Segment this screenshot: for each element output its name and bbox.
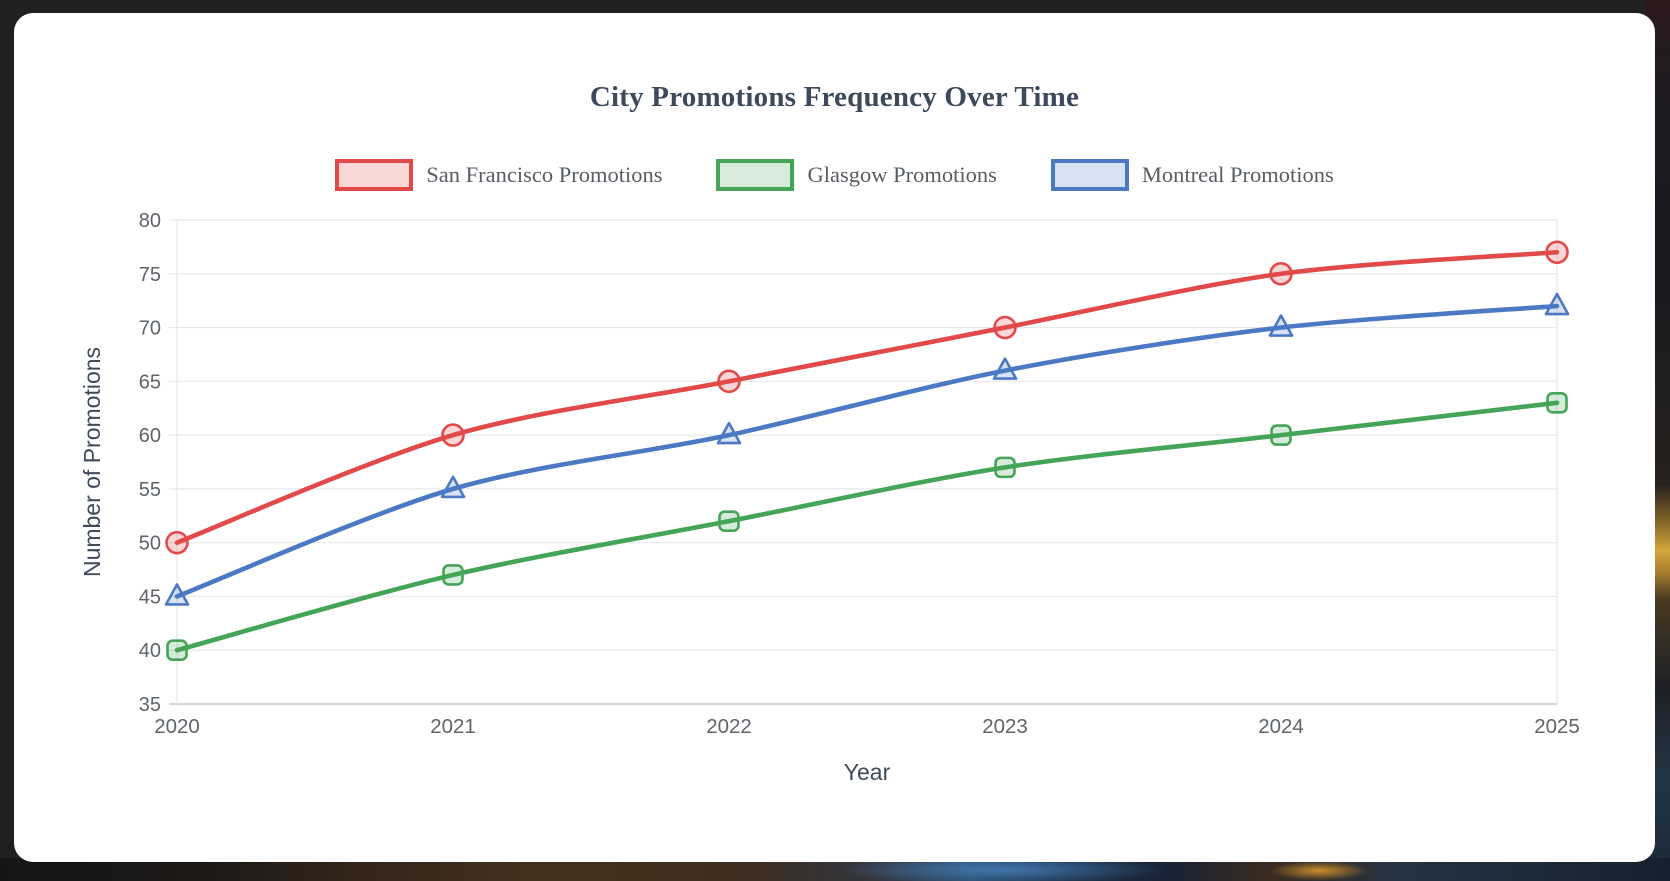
y-tick-label: 80 [139,210,161,232]
data-point-glasgow-promotions[interactable] [442,564,464,586]
legend-swatch-san-francisco [335,159,414,191]
data-point-montreal-promotions[interactable] [164,583,190,606]
x-tick-label: 2024 [1258,715,1304,738]
legend-item-san-francisco[interactable]: San Francisco Promotions [335,159,662,191]
data-point-montreal-promotions[interactable] [992,357,1018,380]
x-tick-label: 2021 [430,715,476,738]
data-point-san-francisco-promotions[interactable] [993,315,1017,340]
x-tick-label: 2025 [1534,715,1580,738]
x-tick-label: 2020 [154,715,200,738]
data-point-montreal-promotions[interactable] [716,421,742,445]
data-point-montreal-promotions[interactable] [1268,314,1294,337]
legend-item-montreal[interactable]: Montreal Promotions [1050,159,1334,191]
data-point-glasgow-promotions[interactable] [1546,392,1568,414]
y-tick-label: 60 [139,425,161,447]
y-tick-label: 75 [139,264,161,286]
x-tick-label: 2022 [706,715,752,738]
data-point-san-francisco-promotions[interactable] [441,423,465,447]
data-point-glasgow-promotions[interactable] [1270,424,1292,446]
data-point-montreal-promotions[interactable] [440,475,466,499]
y-tick-label: 55 [139,479,161,501]
series-line-glasgow-promotions[interactable] [174,400,1560,653]
line-chart: 35 40 45 50 55 60 65 70 75 80 2020 2021 2022 2023 2024… [79,210,1580,785]
x-axis-title: Year [844,759,891,785]
data-point-glasgow-promotions[interactable] [994,456,1016,479]
data-point-san-francisco-promotions[interactable] [717,369,741,394]
y-tick-label: 65 [139,371,161,393]
chart-title: City Promotions Frequency Over Time [589,81,1080,113]
series-line-montreal-promotions[interactable] [174,303,1560,599]
chart-legend: San Francisco Promotions Glasgow Promoti… [14,159,1655,191]
legend-swatch-montreal [1050,159,1129,191]
y-axis-title: Number of Promotions [79,347,105,577]
legend-label: Montreal Promotions [1141,162,1334,187]
legend-label: San Francisco Promotions [426,162,663,187]
data-point-san-francisco-promotions[interactable] [1269,261,1293,286]
data-point-glasgow-promotions[interactable] [166,639,188,662]
legend-item-glasgow[interactable]: Glasgow Promotions [716,159,997,191]
data-point-san-francisco-promotions[interactable] [1545,240,1569,265]
y-tick-label: 40 [139,640,161,662]
background-photo-bottom-edge [0,858,1670,881]
y-tick-label: 50 [139,533,161,555]
data-point-montreal-promotions[interactable] [1544,292,1570,316]
data-point-san-francisco-promotions[interactable] [165,530,189,555]
data-point-glasgow-promotions[interactable] [718,510,740,532]
legend-label: Glasgow Promotions [807,162,997,187]
y-tick-label: 45 [139,586,161,608]
y-tick-label: 70 [139,318,161,340]
x-tick-label: 2023 [982,715,1028,738]
chart-card: City Promotions Frequency Over Time San … [14,13,1655,862]
legend-swatch-glasgow [716,159,795,191]
y-tick-label: 35 [139,694,161,716]
series-line-san-francisco-promotions[interactable] [174,249,1560,545]
